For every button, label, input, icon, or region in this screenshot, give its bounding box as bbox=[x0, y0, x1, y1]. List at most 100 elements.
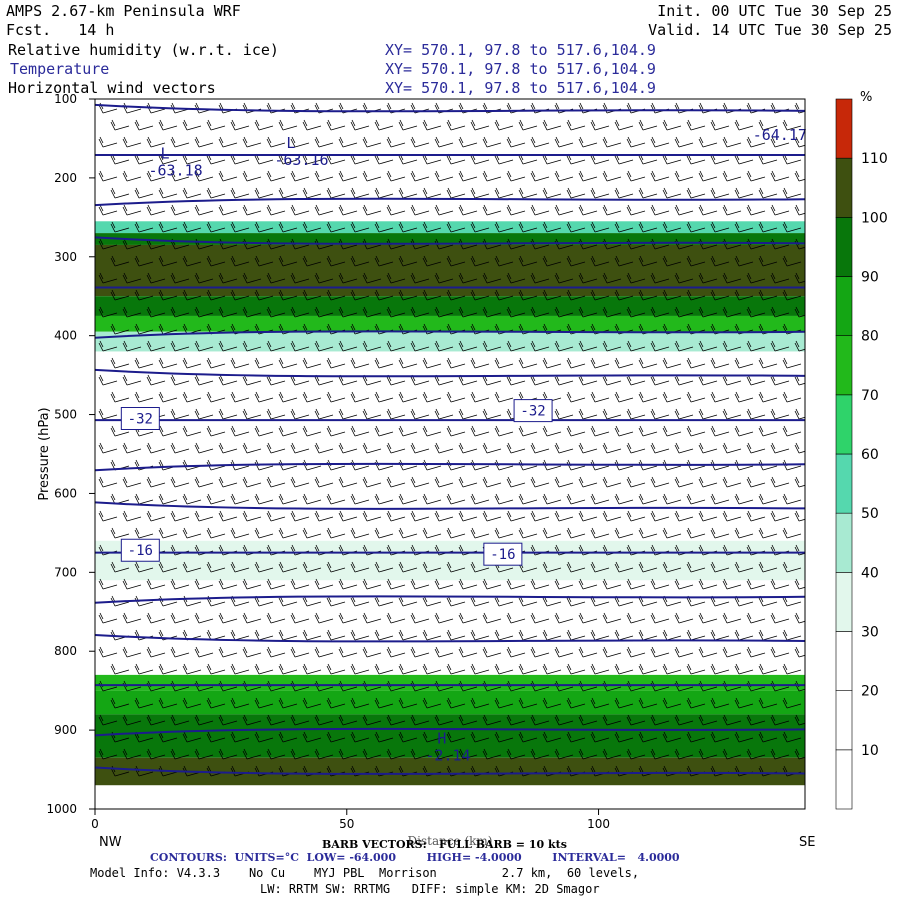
colorbar-swatch bbox=[835, 453, 853, 514]
colorbar-label: 50 bbox=[861, 506, 879, 522]
isotherm bbox=[95, 236, 805, 245]
colorbar-swatch bbox=[835, 157, 853, 218]
isotherm bbox=[95, 595, 805, 604]
colorbar-label: 10 bbox=[861, 743, 879, 759]
isotherm bbox=[95, 766, 805, 775]
colorbar-unit: % bbox=[860, 90, 872, 105]
x-tick-label: 50 bbox=[339, 817, 354, 831]
y-tick-label: 500 bbox=[54, 408, 77, 422]
terrain-fill bbox=[95, 785, 805, 809]
colorbar-swatch bbox=[835, 631, 853, 691]
wind-barbs bbox=[98, 102, 805, 777]
y-tick-label: 200 bbox=[54, 171, 77, 185]
y-tick-label: 900 bbox=[54, 723, 77, 737]
field-temperature-xy: XY= 570.1, 97.8 to 517.6,104.9 bbox=[385, 60, 656, 78]
x-right-label: SE bbox=[799, 835, 815, 850]
isotherm bbox=[95, 727, 805, 737]
colorbar-swatch bbox=[835, 749, 853, 810]
extremum-value: -63.18 bbox=[148, 161, 202, 179]
rh-band bbox=[95, 315, 805, 332]
contour-label-box bbox=[120, 407, 160, 430]
rh-band bbox=[95, 674, 805, 691]
y-tick-label: 600 bbox=[54, 486, 77, 500]
extremum-value: -63.16 bbox=[274, 151, 328, 169]
init-time: Init. 00 UTC Tue 30 Sep 25 bbox=[657, 2, 892, 20]
contour-label: -32 bbox=[128, 412, 153, 428]
extremum-mark: L bbox=[286, 134, 295, 152]
physics-info: LW: RRTM SW: RRTMG DIFF: simple KM: 2D S… bbox=[260, 882, 600, 896]
rh-band bbox=[95, 233, 805, 245]
y-tick-label: 400 bbox=[54, 329, 77, 343]
isotherm bbox=[95, 501, 805, 510]
wind-barb-layer bbox=[98, 102, 805, 777]
y-tick-label: 1000 bbox=[46, 802, 77, 816]
field-temperature-name: Temperature bbox=[10, 60, 110, 78]
y-tick-label: 100 bbox=[54, 92, 77, 106]
colorbar-swatch bbox=[835, 98, 853, 159]
x-tick-label: 0 bbox=[91, 817, 99, 831]
rh-band bbox=[95, 540, 805, 581]
contour-label-box bbox=[483, 542, 523, 566]
valid-time: Valid. 14 UTC Tue 30 Sep 25 bbox=[648, 21, 892, 39]
field-rh-xy: XY= 570.1, 97.8 to 517.6,104.9 bbox=[385, 41, 656, 59]
contour-label-box bbox=[120, 538, 160, 562]
contour-label: -16 bbox=[128, 543, 153, 559]
y-tick-label: 700 bbox=[54, 565, 77, 579]
plot-frame bbox=[94, 98, 806, 810]
colorbar-label: 20 bbox=[861, 684, 879, 700]
axis-layer: 100 200 300 400 500 600 700 800 900 1000 0 50 100 bbox=[46, 92, 610, 831]
contour-label: -16 bbox=[490, 547, 515, 563]
extremum-mark: H bbox=[437, 730, 446, 748]
colorbar-swatch bbox=[835, 690, 853, 751]
colorbar-swatch bbox=[835, 394, 853, 455]
y-tick-label: 800 bbox=[54, 644, 77, 658]
chart-title: AMPS 2.67-km Peninsula WRF bbox=[6, 2, 241, 20]
colorbar-swatch bbox=[835, 217, 853, 277]
isotherm bbox=[95, 462, 805, 472]
colorbar-swatch bbox=[835, 572, 853, 632]
rh-band bbox=[95, 221, 805, 234]
barb-vectors-label: BARB VECTORS: bbox=[322, 838, 427, 851]
contour-label-layer: -32 -32-16 -16L-63.18L-63.16-64.17H-2.14 bbox=[120, 126, 807, 765]
model-info: Model Info: V4.3.3 No Cu MYJ PBL Morriso… bbox=[90, 866, 640, 880]
terrain-layer bbox=[95, 785, 805, 809]
field-rh-name: Relative humidity (w.r.t. ice) bbox=[8, 41, 279, 59]
contour-label-box bbox=[513, 399, 553, 423]
isotherm bbox=[95, 330, 805, 339]
rh-band bbox=[95, 296, 805, 316]
isotherm bbox=[95, 633, 805, 643]
colorbar-label: 100 bbox=[861, 210, 888, 226]
extremum-value: -2.14 bbox=[425, 747, 470, 765]
colorbar-swatch bbox=[835, 276, 853, 336]
isotherm bbox=[95, 197, 805, 207]
contour-label: -32 bbox=[520, 404, 545, 420]
full-barb-label: FULL BARB = 10 kts bbox=[439, 838, 567, 851]
colorbar-label: 110 bbox=[861, 151, 888, 167]
forecast-hour: Fcst. 14 h bbox=[6, 21, 115, 39]
colorbar-label: 40 bbox=[861, 565, 879, 581]
rh-band bbox=[95, 331, 805, 352]
x-tick-label: 100 bbox=[587, 817, 610, 831]
colorbar-label: 70 bbox=[861, 388, 879, 404]
colorbar-swatch bbox=[835, 512, 853, 573]
extremum-value: -64.17 bbox=[753, 126, 807, 144]
temperature-contour-layer bbox=[95, 103, 805, 775]
field-wind-xy: XY= 570.1, 97.8 to 517.6,104.9 bbox=[385, 79, 656, 97]
rh-shading-layer bbox=[95, 221, 805, 786]
colorbar-label: 80 bbox=[861, 329, 879, 345]
field-wind-name: Horizontal wind vectors bbox=[8, 79, 216, 97]
y-tick-label: 300 bbox=[54, 250, 77, 264]
x-left-label: NW bbox=[99, 835, 122, 850]
colorbar: 10 20 30 40 50 60 70 80 90 100 110% bbox=[835, 90, 888, 810]
colorbar-label: 30 bbox=[861, 625, 879, 641]
extremum-mark: L bbox=[160, 144, 169, 162]
colorbar-label: 60 bbox=[861, 447, 879, 463]
y-axis-label: Pressure (hPa) bbox=[37, 407, 52, 500]
contours-info: CONTOURS: UNITS=°C LOW= -64.000 HIGH= -4… bbox=[150, 851, 680, 864]
x-axis-label: Distance (km) bbox=[408, 834, 493, 848]
colorbar-swatch bbox=[835, 335, 853, 396]
colorbar-label: 90 bbox=[861, 270, 879, 286]
isotherm bbox=[95, 368, 805, 378]
isotherm bbox=[95, 103, 805, 113]
